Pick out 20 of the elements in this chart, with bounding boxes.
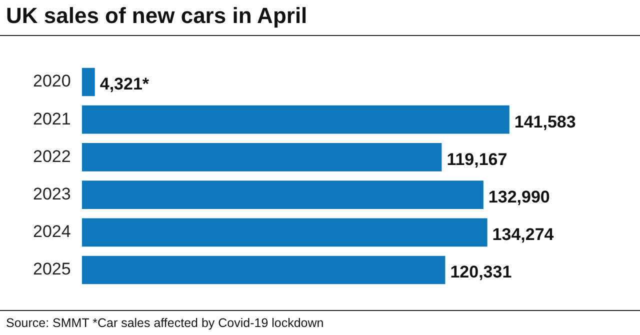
data-label: 120,331 [450, 262, 512, 282]
bar [82, 143, 442, 172]
source-note: Source: SMMT *Car sales affected by Covid-19 lockdown [0, 310, 640, 335]
y-tick-label: 2022 [32, 146, 71, 166]
bar [82, 218, 488, 247]
y-tick-label: 2023 [32, 184, 71, 204]
bar [82, 256, 446, 284]
chart-title: UK sales of new cars in April [6, 3, 308, 29]
data-label: 134,274 [492, 225, 554, 244]
y-tick-label: 2024 [32, 222, 71, 242]
bar [82, 180, 484, 209]
bar [82, 68, 95, 96]
data-label: 4,321* [100, 74, 150, 94]
y-tick-label: 2025 [32, 260, 71, 279]
data-label: 141,583 [514, 112, 576, 132]
y-tick-label: 2020 [32, 72, 71, 91]
y-tick-label: 2021 [32, 109, 71, 128]
data-label: 119,167 [446, 150, 508, 169]
data-label: 132,990 [488, 187, 550, 206]
bar [82, 105, 510, 134]
